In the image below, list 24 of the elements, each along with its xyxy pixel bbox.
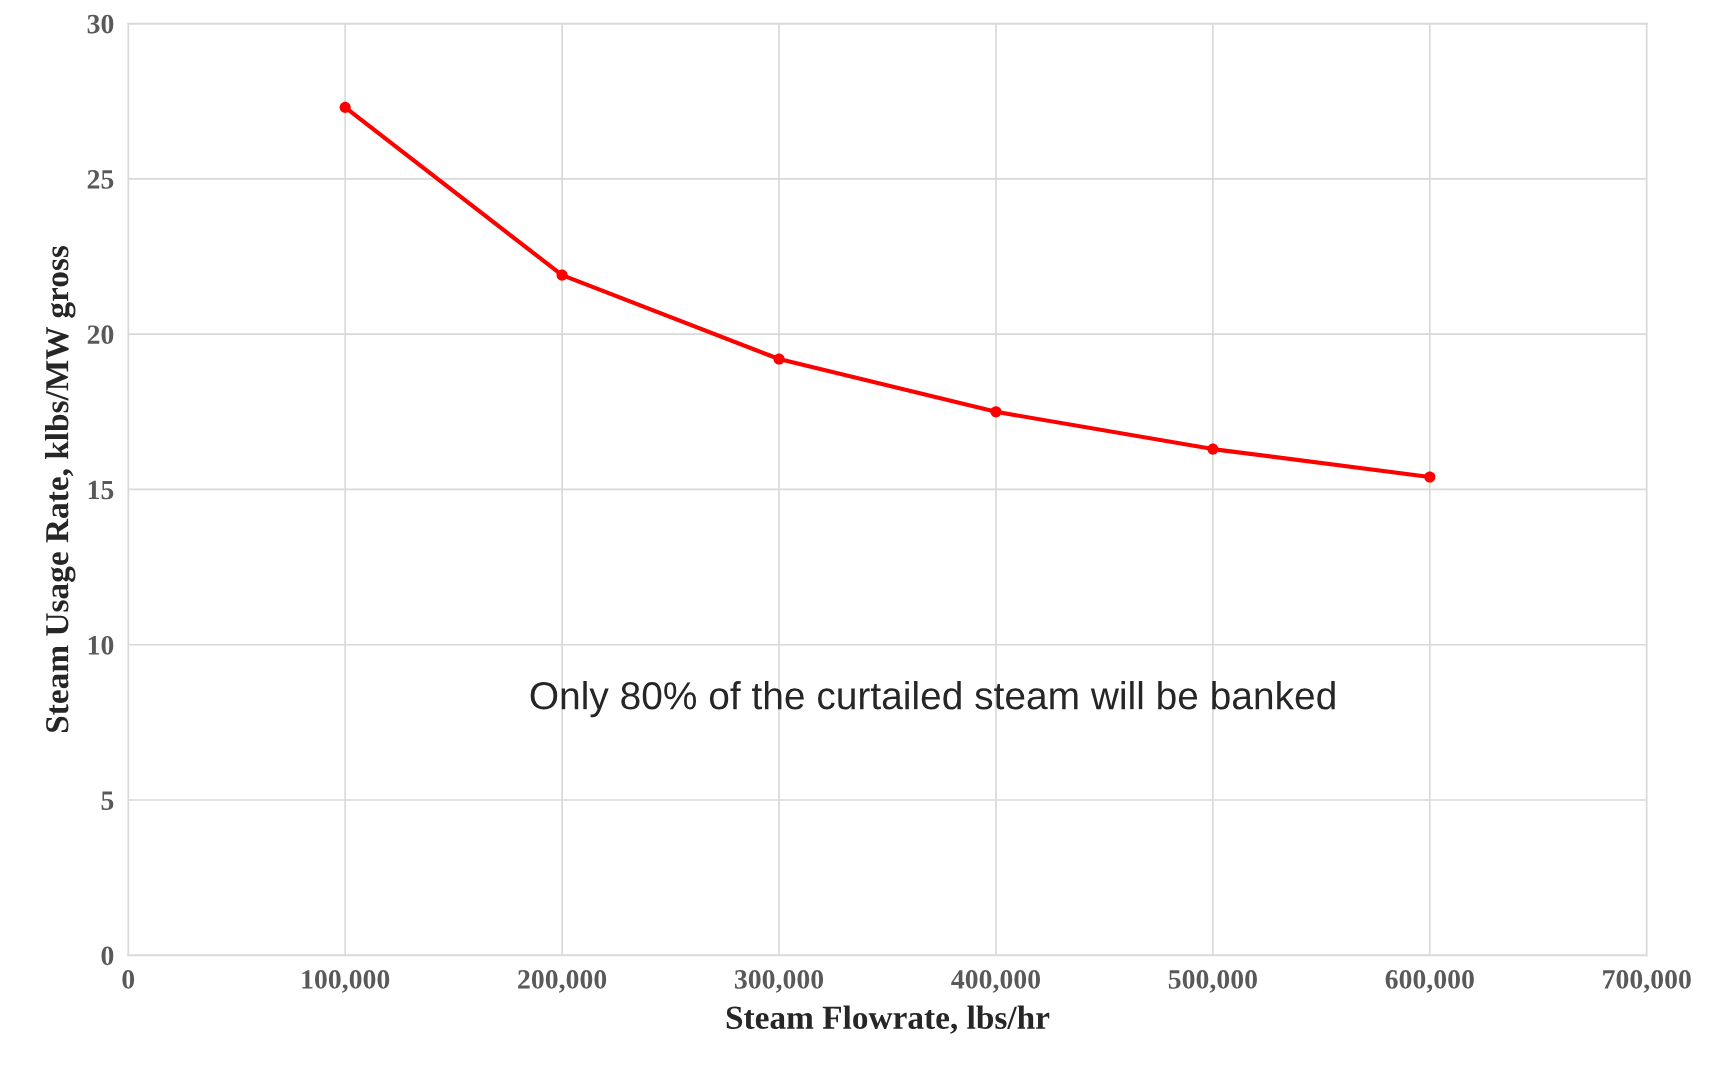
x-tick-label: 400,000 — [951, 970, 1041, 993]
x-tick-label: 100,000 — [302, 970, 390, 993]
x-tick-label: 600,000 — [1385, 970, 1474, 993]
point — [556, 269, 568, 281]
point — [1424, 471, 1436, 483]
y-tick-label: 25 — [87, 170, 114, 189]
y-tick-label: 15 — [88, 480, 114, 500]
point — [990, 406, 1002, 418]
y-tick-label: 0 — [101, 946, 114, 966]
y-tick-label: 30 — [87, 14, 114, 34]
y-tick-label: 20 — [87, 325, 114, 345]
x-tick-label: 200,000 — [518, 970, 607, 993]
point — [1207, 443, 1219, 455]
x-tick-label: 500,000 — [1168, 970, 1257, 993]
y-tick-label: 10 — [88, 635, 114, 655]
y-axis-title: Steam Usage Rate, klbs/MW gross — [44, 245, 76, 732]
point — [773, 353, 785, 365]
x-tick-label: 0 — [122, 970, 135, 989]
annotation: Only 80% of the curtailed steam will be banked — [530, 680, 1335, 718]
y-tick-label: 5 — [101, 791, 114, 810]
x-tick-label: 700,000 — [1603, 970, 1691, 993]
x-axis-title: Steam Flowrate, lbs/hr — [726, 1005, 1050, 1034]
point — [339, 101, 351, 113]
x-tick-label: 300,000 — [734, 970, 824, 993]
